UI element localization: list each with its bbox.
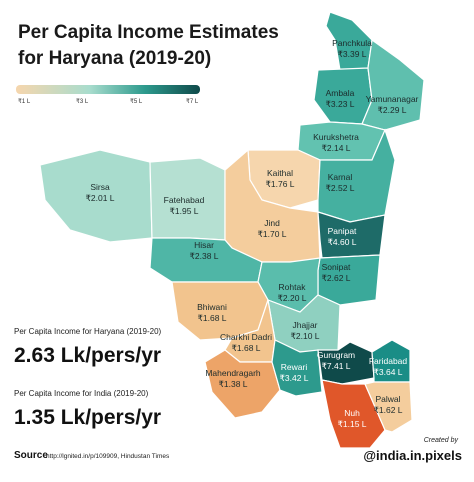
district-value: ₹7.41 L <box>321 361 350 371</box>
district-name: Jhajjar <box>292 320 317 330</box>
district-value: ₹1.38 L <box>218 379 247 389</box>
district-name: Bhiwani <box>197 302 227 312</box>
legend-label: ₹1 L <box>18 98 31 105</box>
district-value: ₹3.39 L <box>337 49 366 59</box>
district-name: Mahendragarh <box>205 368 261 378</box>
stat-label: Per Capita Income for Haryana (2019-20) <box>14 327 162 336</box>
district-value: ₹2.52 L <box>325 183 354 193</box>
district-name: Palwal <box>375 394 400 404</box>
title: for Haryana (2019-20) <box>18 48 211 69</box>
district-name: Charkhi Dadri <box>220 332 272 342</box>
district-value: ₹2.14 L <box>321 143 350 153</box>
district-value: ₹1.70 L <box>257 229 286 239</box>
district-value: ₹1.68 L <box>231 343 260 353</box>
district-value: ₹2.01 L <box>85 193 114 203</box>
district-value: ₹2.62 L <box>321 273 350 283</box>
district-name: Rewari <box>281 362 308 372</box>
district-name: Kurukshetra <box>313 132 359 142</box>
district-value: ₹1.62 L <box>373 405 402 415</box>
district <box>361 38 425 131</box>
district-value: ₹2.20 L <box>277 293 306 303</box>
district-name: Fatehabad <box>164 195 205 205</box>
district-value: ₹3.64 L <box>373 367 402 377</box>
district-value: ₹3.23 L <box>325 99 354 109</box>
district-value: ₹4.60 L <box>327 237 356 247</box>
district-value: ₹2.10 L <box>290 331 319 341</box>
district-name: Gurugram <box>317 350 355 360</box>
district-name: Panipat <box>328 226 357 236</box>
district <box>39 149 153 243</box>
district-name: Kaithal <box>267 168 293 178</box>
source-text: http://lgnited.in/p/109909, Hindustan Ti… <box>46 453 170 460</box>
stat-value: 2.63 Lk/pers/yr <box>14 344 161 367</box>
district-name: Ambala <box>326 88 355 98</box>
district-value: ₹1.68 L <box>197 313 226 323</box>
district <box>271 339 323 397</box>
district-value: ₹2.29 L <box>377 105 406 115</box>
district-name: Panchkula <box>332 38 372 48</box>
district-name: Karnal <box>328 172 353 182</box>
district-name: Hisar <box>194 240 214 250</box>
district-value: ₹1.76 L <box>265 179 294 189</box>
title: Per Capita Income Estimates <box>18 22 279 43</box>
source-label: Source <box>14 450 48 461</box>
district-name: Sirsa <box>90 182 110 192</box>
legend-bar <box>16 85 200 94</box>
district-name: Rohtak <box>279 282 307 292</box>
district-name: Faridabad <box>369 356 408 366</box>
district-value: ₹1.95 L <box>169 206 198 216</box>
credit-label: Created by <box>424 437 459 444</box>
district-name: Nuh <box>344 408 360 418</box>
district-name: Jind <box>264 218 280 228</box>
district-value: ₹1.15 L <box>337 419 366 429</box>
district-name: Sonipat <box>322 262 351 272</box>
credit-handle: @india.in.pixels <box>363 448 462 463</box>
legend-label: ₹5 L <box>130 98 143 105</box>
district <box>364 381 413 433</box>
stat-label: Per Capita Income for India (2019-20) <box>14 389 149 398</box>
legend-label: ₹3 L <box>76 98 89 105</box>
district-name: Yamunanagar <box>366 94 419 104</box>
legend-label: ₹7 L <box>186 98 199 105</box>
district-value: ₹2.38 L <box>189 251 218 261</box>
district-value: ₹3.42 L <box>279 373 308 383</box>
stat-value: 1.35 Lk/pers/yr <box>14 406 161 429</box>
